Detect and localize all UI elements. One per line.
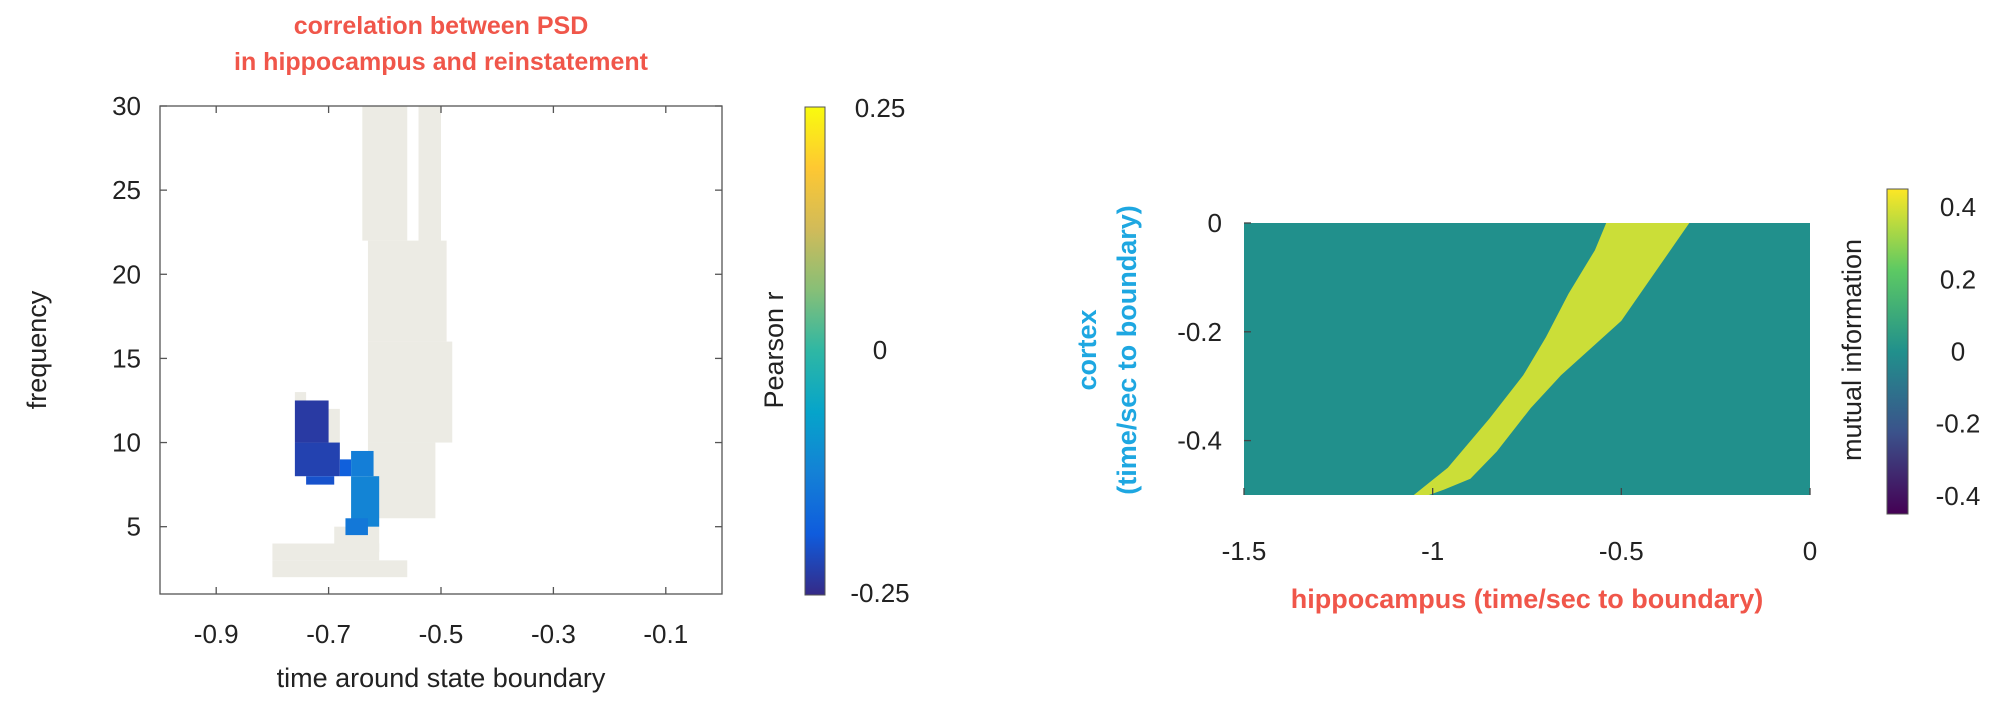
x-tick-label: -0.1	[643, 619, 688, 649]
right-chart: -1.5 -1 -0.5 0 0 -0.2 -0.4 hippocampus (time/…	[1072, 188, 1981, 614]
right-colorbar-label: mutual information	[1837, 239, 1867, 461]
left-colorbar-label: Pearson r	[759, 291, 789, 408]
y-tick-label: 25	[112, 175, 141, 205]
heatmap-region-3	[367, 240, 447, 342]
y-tick-label: 30	[112, 91, 141, 121]
y-tick-label: 5	[127, 512, 141, 542]
left-colorbar-ticks: -0.25 0 0.25	[850, 93, 909, 608]
left-heatmap-regions	[272, 106, 453, 578]
colorbar-tick-label: -0.4	[1936, 481, 1981, 511]
heatmap-region-15	[351, 450, 374, 477]
x-tick-label: -0.5	[419, 619, 464, 649]
mutual-information-band	[1413, 223, 1690, 495]
right-x-axis-label: hippocampus (time/sec to boundary)	[1291, 584, 1764, 614]
x-tick-label: -1	[1421, 536, 1444, 566]
left-x-axis: -0.9 -0.7 -0.5 -0.3 -0.1	[194, 106, 688, 649]
x-tick-label: -0.7	[306, 619, 351, 649]
left-chart-title-line2: in hippocampus and reinstatement	[234, 48, 649, 76]
left-y-axis: 5 10 15 20 25 30	[112, 91, 722, 542]
colorbar-tick-label: -0.25	[850, 578, 909, 608]
y-tick-label: 0	[1208, 208, 1222, 238]
colorbar-tick-label: 0.2	[1940, 264, 1976, 294]
heatmap-region-14	[339, 459, 352, 477]
y-tick-label: 15	[112, 343, 141, 373]
left-x-axis-label: time around state boundary	[277, 663, 606, 693]
right-colorbar	[1886, 188, 1909, 515]
x-tick-label: -0.3	[531, 619, 576, 649]
y-tick-label: 20	[112, 259, 141, 289]
heatmap-region-1	[362, 106, 408, 241]
heatmap-region-7	[328, 408, 340, 443]
x-tick-label: -0.9	[194, 619, 239, 649]
colorbar-tick-label: 0	[1951, 337, 1965, 367]
right-y-axis-label-line2: (time/sec to boundary)	[1112, 205, 1142, 495]
left-chart-title-line1: correlation between PSD	[294, 12, 589, 40]
heatmap-region-9	[272, 543, 380, 561]
x-tick-label: -0.5	[1599, 536, 1644, 566]
heatmap-region-17	[345, 518, 368, 536]
colorbar-tick-label: -0.2	[1936, 409, 1981, 439]
right-plot-background	[1244, 223, 1810, 495]
y-tick-label: -0.2	[1177, 317, 1222, 347]
heatmap-region-6	[294, 392, 307, 401]
heatmap-region-13	[306, 476, 335, 485]
left-colorbar	[804, 106, 826, 596]
colorbar-tick-label: 0.25	[855, 93, 906, 123]
right-colorbar-ticks: 0.4 0.2 0 -0.2 -0.4	[1936, 192, 1981, 511]
right-heatmap-band	[1413, 223, 1690, 495]
heatmap-region-11	[294, 400, 329, 443]
y-tick-label: 10	[112, 428, 141, 458]
x-tick-label: -1.5	[1222, 536, 1267, 566]
colorbar-tick-label: 0.4	[1940, 192, 1976, 222]
colorbar-tick-label: 0	[873, 335, 887, 365]
left-y-axis-label: frequency	[22, 290, 52, 409]
heatmap-region-4	[367, 341, 453, 443]
right-x-axis: -1.5 -1 -0.5 0	[1222, 488, 1817, 566]
right-y-axis-label-line1: cortex	[1072, 309, 1102, 390]
heatmap-region-10	[272, 560, 408, 578]
left-chart: correlation between PSD in hippocampus a…	[22, 12, 910, 693]
y-tick-label: -0.4	[1177, 426, 1222, 456]
heatmap-region-12	[294, 442, 340, 477]
right-y-axis: 0 -0.2 -0.4	[1177, 208, 1251, 456]
x-tick-label: 0	[1803, 536, 1817, 566]
